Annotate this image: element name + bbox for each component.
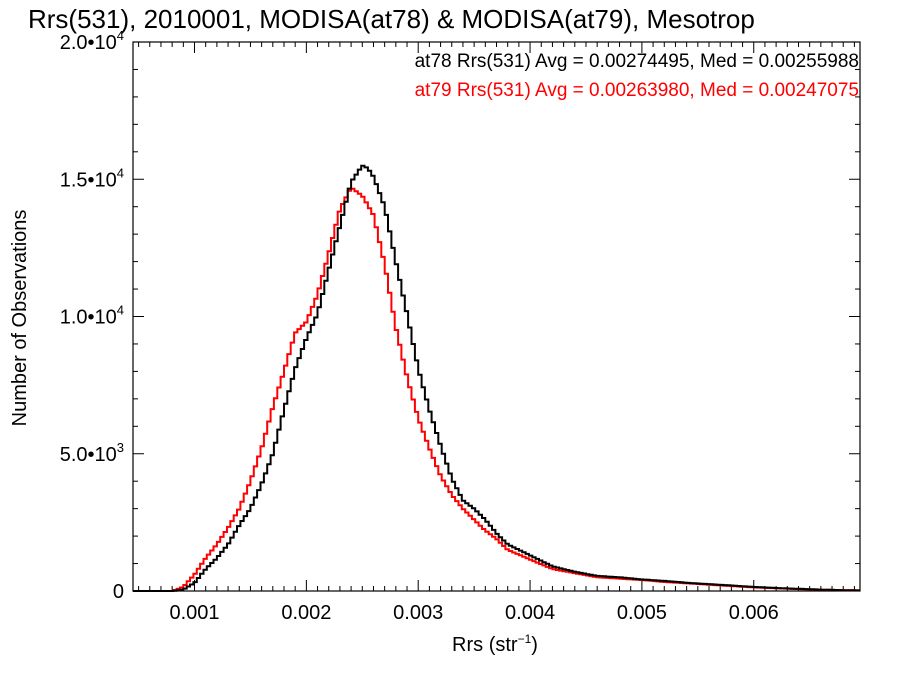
y-tick-label: 2.0•104 (60, 28, 124, 54)
y-axis-label: Number of Observations (9, 210, 31, 427)
legend-at79: at79 Rrs(531) Avg = 0.00263980, Med = 0.… (415, 80, 859, 101)
chart-title: Rrs(531), 2010001, MODISA(at78) & MODISA… (28, 4, 755, 34)
plot-frame (132, 41, 861, 592)
x-tick-label: 0.001 (169, 602, 219, 624)
y-tick-label: 0 (113, 581, 124, 603)
y-tick-label: 5.0•103 (60, 440, 124, 466)
legend-at78: at78 Rrs(531) Avg = 0.00274495, Med = 0.… (415, 51, 859, 72)
x-tick-label: 0.004 (505, 602, 555, 624)
x-tick-label: 0.002 (281, 602, 331, 624)
series-line-at79 (133, 187, 860, 592)
plot-border (132, 41, 861, 592)
y-tick-label: 1.0•104 (60, 303, 124, 329)
y-tick-label: 1.5•104 (60, 165, 124, 191)
x-tick-label: 0.006 (729, 602, 779, 624)
y-axis: 0 5.0•103 1.0•104 1.5•104 2.0•104 (60, 28, 860, 603)
x-axis-label: Rrs (str−1) (452, 632, 538, 656)
x-tick-label: 0.005 (617, 602, 667, 624)
x-tick-label: 0.003 (393, 602, 443, 624)
x-axis: 0.001 0.002 0.003 0.004 0.005 0.006 (138, 42, 855, 624)
series-group (133, 164, 860, 592)
series-line-at78 (133, 164, 860, 592)
